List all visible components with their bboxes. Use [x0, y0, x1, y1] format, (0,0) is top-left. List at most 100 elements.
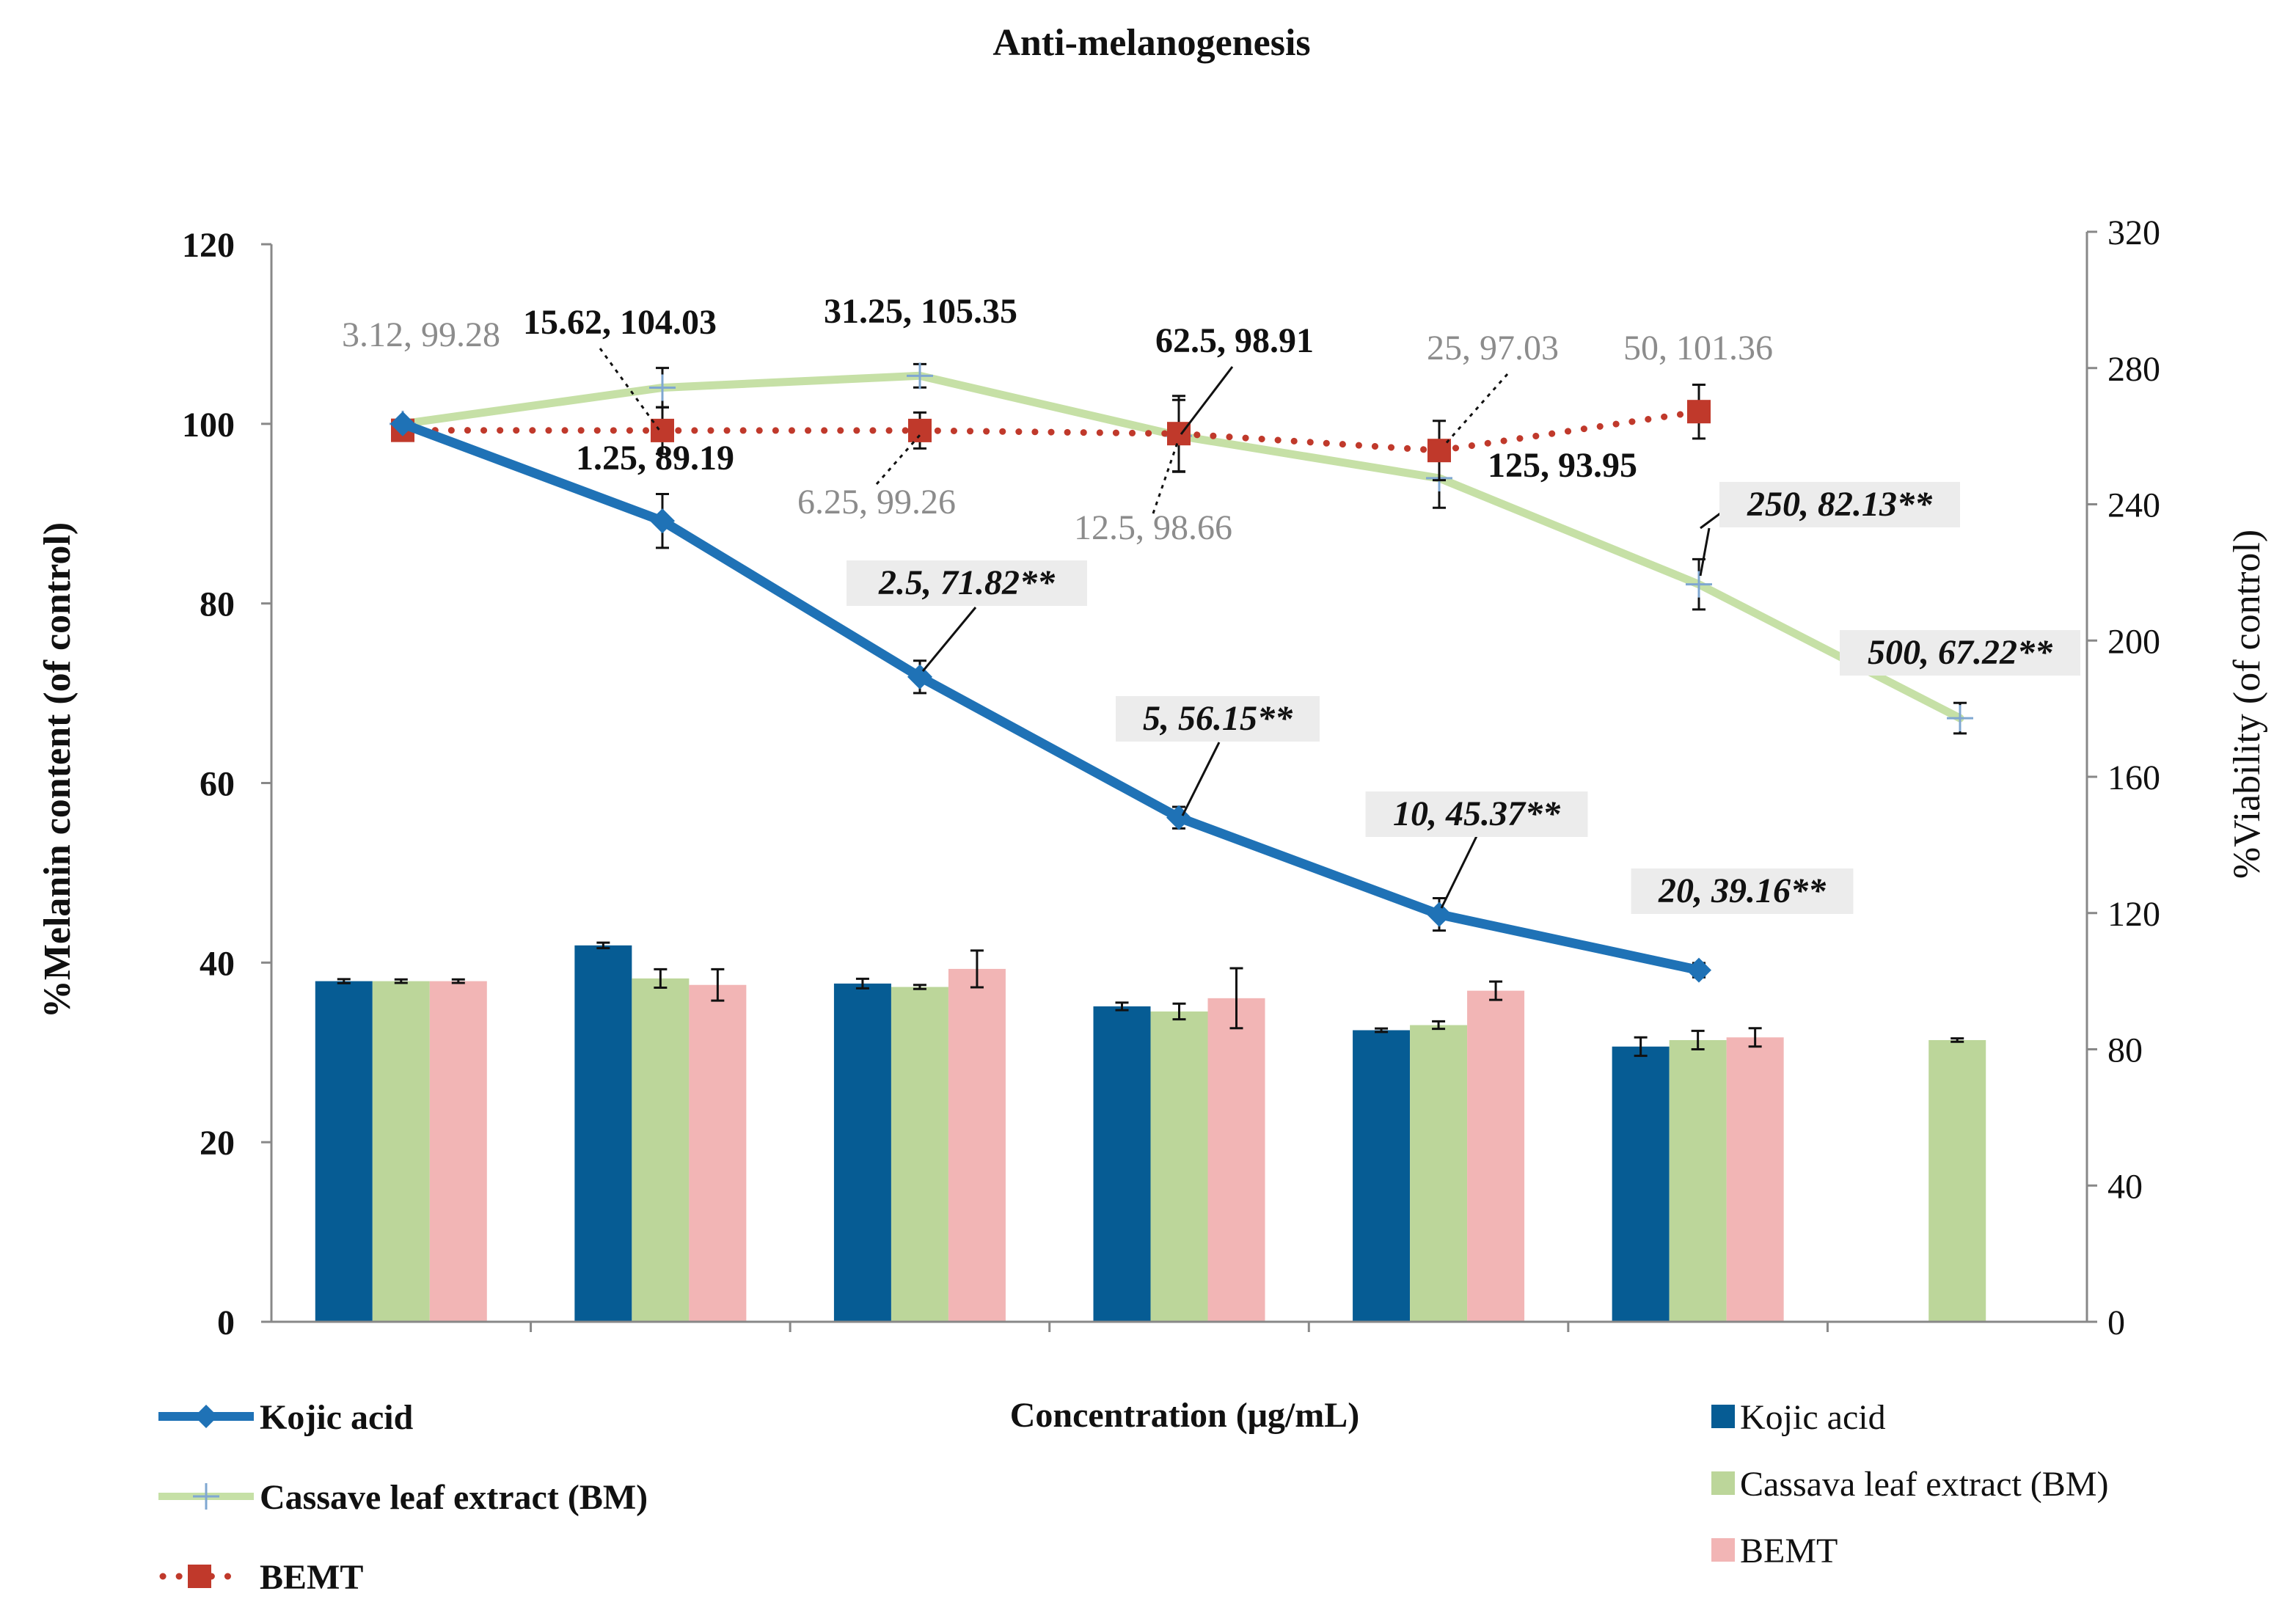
bar-0-5: [1612, 1046, 1670, 1322]
data-label-12: 10, 45.37**: [1393, 794, 1561, 833]
annotation-leader-6: [1181, 742, 1221, 816]
annotation-box-14: [1719, 482, 1960, 527]
line-series-0: [398, 419, 1704, 976]
annotation-leader-2: [1180, 366, 1234, 435]
bar-1-6: [1928, 1039, 1986, 1322]
y-right-tick-label-3: 120: [2107, 895, 2160, 934]
marker-0-5: [1686, 957, 1711, 983]
data-label-14: 250, 82.13**: [1747, 485, 1933, 524]
data-label-10: 2.5, 71.82**: [878, 563, 1056, 602]
y-right-tick-label-0: 0: [2107, 1303, 2125, 1342]
bar-0-2: [833, 983, 891, 1322]
y-left-tick-label-5: 100: [182, 406, 235, 445]
data-label-7: 6.25, 99.26: [797, 483, 956, 522]
annotation-box-15: [1840, 630, 2080, 676]
legend-bar-swatch-0: [1711, 1405, 1735, 1428]
marker-2-1: [651, 418, 674, 442]
annotation-leader-7: [1440, 835, 1478, 909]
bar-0-4: [1353, 1030, 1411, 1322]
marker-0-4: [1427, 901, 1452, 927]
annotation-box-12: [1365, 791, 1588, 837]
bar-1-0: [372, 981, 430, 1322]
axes-layer: 0 20 40 60 80 100 120 0 40 80 120 160 200 240 280 320: [182, 213, 2160, 1342]
data-label-0: 3.12, 99.28: [342, 315, 500, 354]
bar-2-4: [1467, 990, 1525, 1322]
y-axis-left-label: %Melanin content (of control): [37, 522, 78, 1018]
marker-1-1: [649, 374, 676, 401]
bar-1-4: [1410, 1025, 1468, 1322]
bar-1-2: [891, 987, 948, 1322]
marker-2-5: [1687, 400, 1711, 424]
marker-1-6: [1947, 705, 1973, 732]
y-left-tick-label-3: 60: [200, 765, 235, 804]
legend-line-label-1: Cassave leaf extract (BM): [260, 1478, 648, 1517]
x-axis-label: Concentration (μg/mL): [1010, 1396, 1359, 1435]
legend-bar-swatch-2: [1711, 1538, 1735, 1562]
data-label-15: 500, 67.22**: [1868, 633, 2053, 672]
bar-0-3: [1093, 1006, 1151, 1322]
legend-bar-swatch-1: [1711, 1471, 1735, 1495]
bar-1-5: [1669, 1039, 1727, 1322]
y-left-tick-label-4: 80: [200, 585, 235, 624]
marker-2-2: [908, 418, 932, 442]
data-label-1: 15.62, 104.03: [523, 303, 717, 342]
bar-0-1: [574, 945, 632, 1322]
line-series-2: [399, 408, 1703, 454]
line-layer: [390, 362, 1973, 983]
legend-line-label-2: BEMT: [260, 1558, 363, 1597]
data-label-11: 5, 56.15**: [1143, 699, 1293, 738]
data-label-9: 125, 93.95: [1488, 446, 1637, 485]
y-right-tick-label-2: 80: [2107, 1031, 2143, 1070]
y-right-tick-label-6: 240: [2107, 486, 2160, 525]
legend-bar-label-1: Cassava leaf extract (BM): [1740, 1465, 2108, 1504]
legend-line-label-0: Kojic acid: [260, 1398, 414, 1437]
marker-1-2: [907, 362, 933, 389]
annotation-leader-1: [921, 607, 977, 672]
annotation-layer: 3.12, 99.28 15.62, 104.03 31.25, 105.35 62.…: [342, 292, 2080, 914]
data-label-6: 1.25, 89.19: [576, 439, 734, 478]
annotation-leader-4: [875, 434, 922, 485]
legend-line-marker-1: [193, 1483, 219, 1510]
legend-line-marker-2: [188, 1565, 211, 1588]
y-right-tick-label-7: 280: [2107, 350, 2160, 389]
marker-0-2: [907, 664, 932, 690]
annotation-leader-5: [1152, 438, 1180, 514]
bar-1-1: [632, 978, 690, 1322]
data-label-3: 62.5, 98.91: [1155, 321, 1314, 360]
data-label-4: 25, 97.03: [1427, 329, 1559, 367]
y-right-tick-label-5: 200: [2107, 622, 2160, 661]
y-right-tick-label-1: 40: [2107, 1167, 2143, 1206]
annotation-box-13: [1631, 868, 1854, 914]
bar-2-3: [1207, 998, 1265, 1322]
annotation-leader-3: [1442, 373, 1509, 447]
y-left-tick-label-1: 20: [200, 1124, 235, 1163]
data-label-5: 50, 101.36: [1623, 329, 1773, 367]
bar-0-0: [315, 981, 373, 1322]
y-left-tick-label-6: 120: [182, 226, 235, 265]
data-label-8: 12.5, 98.66: [1074, 508, 1232, 547]
y-right-tick-label-8: 320: [2107, 213, 2160, 252]
marker-0-0: [390, 411, 415, 436]
annotation-box-11: [1116, 696, 1320, 742]
legend: Kojic acid Cassave leaf extract (BM) BEMT K…: [158, 1398, 2108, 1597]
annotation-box-10: [847, 560, 1087, 606]
bar-2-1: [689, 984, 747, 1322]
bar-2-5: [1726, 1037, 1784, 1322]
legend-bar-label-0: Kojic acid: [1740, 1398, 1886, 1437]
bar-2-2: [948, 968, 1006, 1322]
annotation-leader-9: [1699, 527, 1711, 577]
legend-bar-label-2: BEMT: [1740, 1532, 1838, 1570]
chart-title: Anti-melanogenesis: [992, 22, 1310, 64]
bar-2-0: [429, 981, 487, 1322]
y-left-tick-label-0: 0: [217, 1303, 235, 1342]
data-label-13: 20, 39.16**: [1658, 871, 1827, 910]
y-right-tick-label-4: 160: [2107, 758, 2160, 797]
bar-1-3: [1150, 1011, 1208, 1322]
y-left-tick-label-2: 40: [200, 944, 235, 983]
marker-1-5: [1686, 571, 1712, 598]
legend-line-marker-0: [194, 1405, 218, 1428]
bar-layer: [315, 941, 1986, 1322]
data-label-2: 31.25, 105.35: [824, 292, 1017, 331]
y-axis-right-label: %Viability (of control): [2226, 530, 2268, 879]
